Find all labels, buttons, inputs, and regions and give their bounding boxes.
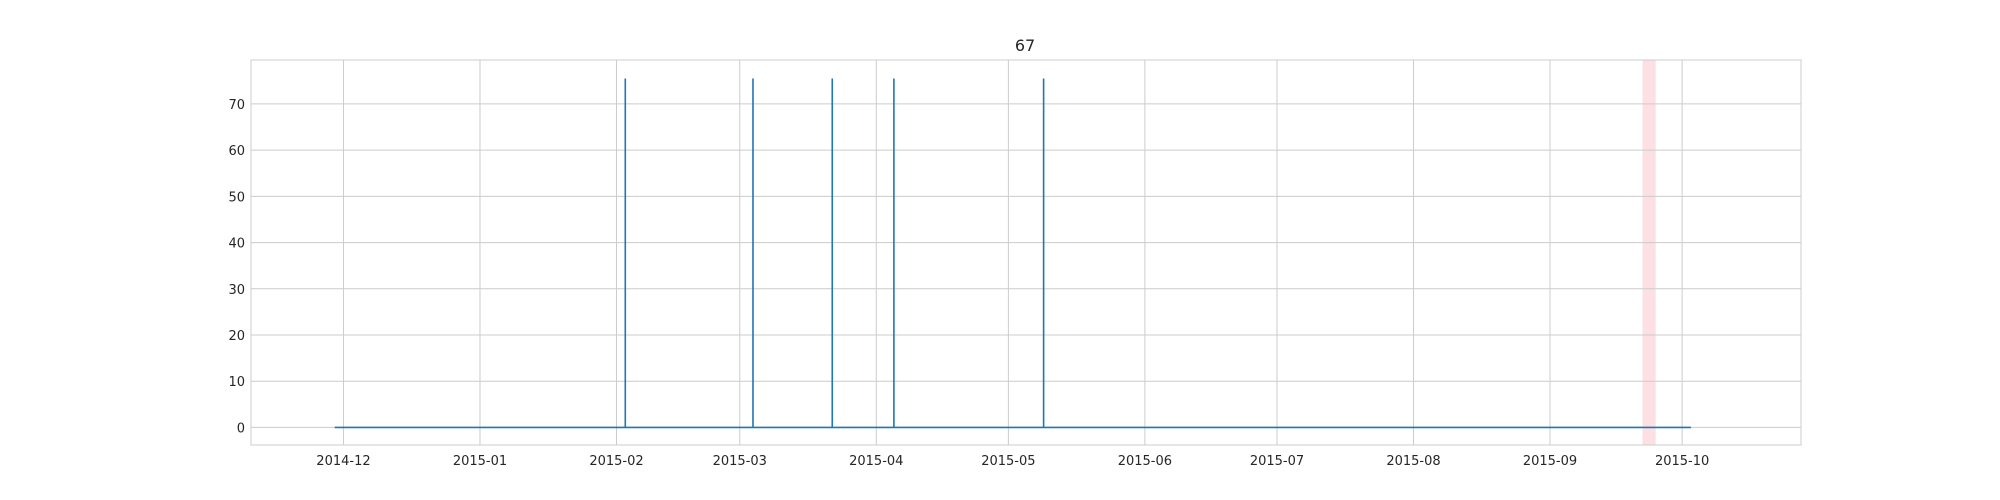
y-tick-label: 60 (228, 144, 245, 159)
x-tick-label: 2015-06 (1118, 454, 1172, 469)
y-tick-label: 40 (228, 237, 245, 252)
plot-frame (250, 59, 1802, 446)
series-layer (334, 78, 1691, 429)
x-tick-label: 2015-03 (713, 454, 767, 469)
y-tick-label: 50 (228, 190, 245, 205)
x-tick-label: 2015-01 (453, 454, 507, 469)
y-tick-label: 70 (228, 98, 245, 113)
grid-layer (251, 60, 1801, 445)
chart-title: 67 (1015, 36, 1035, 55)
x-tick-label: 2015-09 (1523, 454, 1577, 469)
x-tick-label: 2015-10 (1655, 454, 1709, 469)
x-tick-label: 2015-07 (1250, 454, 1304, 469)
y-tick-labels: 0 10 20 30 40 50 60 70 (228, 98, 245, 437)
x-tick-label: 2015-04 (849, 454, 903, 469)
series-line-0 (334, 78, 1691, 429)
y-tick-label: 20 (228, 329, 245, 344)
x-tick-label: 2014-12 (316, 454, 370, 469)
y-tick-label: 10 (228, 375, 245, 390)
shaded-region-layer (1642, 60, 1656, 445)
x-tick-label: 2015-05 (981, 454, 1035, 469)
shaded-region-0 (1642, 60, 1656, 445)
x-tick-label: 2015-08 (1386, 454, 1440, 469)
y-tick-label: 30 (228, 283, 245, 298)
x-tick-label: 2015-02 (589, 454, 643, 469)
y-tick-label: 0 (237, 421, 245, 436)
x-tick-labels: 2014-12 2015-01 2015-02 2015-03 2015-04 2015-… (316, 454, 1709, 469)
